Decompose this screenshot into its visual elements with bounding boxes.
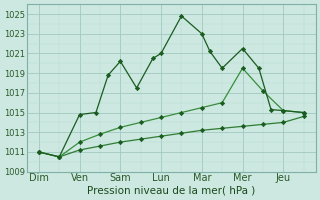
X-axis label: Pression niveau de la mer( hPa ): Pression niveau de la mer( hPa ) — [87, 186, 255, 196]
